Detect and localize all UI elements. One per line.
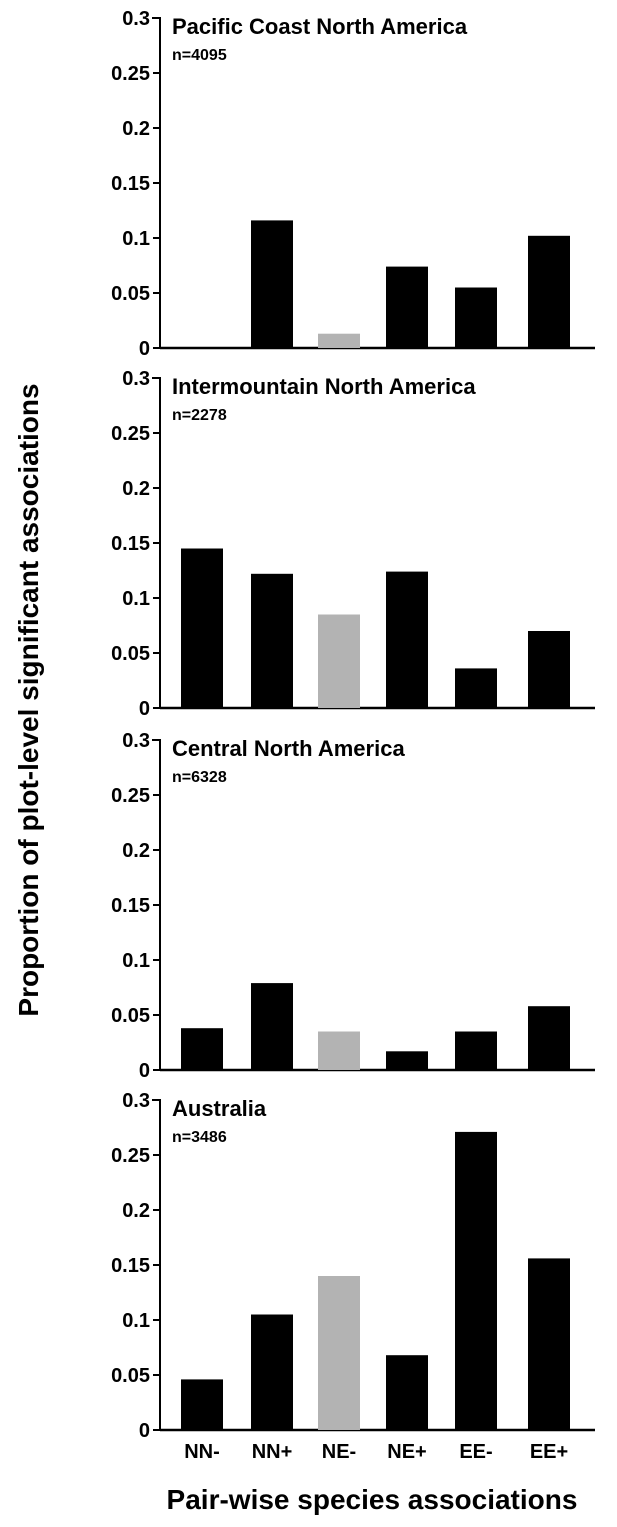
bar-NN- — [181, 1028, 223, 1070]
bar-EE+ — [528, 1258, 570, 1430]
y-tick-label: 0.1 — [122, 950, 150, 972]
panel-title: Australia — [172, 1096, 267, 1121]
x-tick-label: NE+ — [387, 1441, 426, 1463]
bar-NE+ — [386, 571, 428, 708]
bar-NE- — [318, 333, 360, 348]
y-tick-label: 0.1 — [122, 228, 150, 250]
y-tick-label: 0.05 — [111, 643, 150, 665]
bar-NN- — [181, 1379, 223, 1430]
panel-2: 0 0.05 0.1 0.15 0.2 0.25 0.3 Intermountain Nort… — [111, 368, 595, 720]
y-tick-label: 0.05 — [111, 1365, 150, 1387]
panel-3: 0 0.05 0.1 0.15 0.2 0.25 0.3 Central North Amer… — [111, 730, 595, 1082]
panel-4: 0 0.05 0.1 0.15 0.2 0.25 0.3 Australia n=3486 — [111, 1090, 595, 1442]
bar-NN+ — [251, 1314, 293, 1430]
bar-NE+ — [386, 266, 428, 348]
panel-title: Intermountain North America — [172, 374, 476, 399]
x-tick-label: NN+ — [252, 1441, 293, 1463]
y-tick-label: 0.2 — [122, 478, 150, 500]
y-tick-label: 0 — [139, 338, 150, 360]
y-tick-label: 0.05 — [111, 283, 150, 305]
y-tick-label: 0 — [139, 698, 150, 720]
y-tick-label: 0.3 — [122, 368, 150, 390]
bar-NE- — [318, 614, 360, 708]
y-tick-label: 0.1 — [122, 588, 150, 610]
panel-n-label: n=6328 — [172, 769, 227, 786]
y-tick-label: 0.25 — [111, 785, 150, 807]
bar-EE+ — [528, 235, 570, 348]
y-tick-label: 0.15 — [111, 533, 150, 555]
bar-EE- — [455, 1031, 497, 1070]
y-tick-label: 0.15 — [111, 173, 150, 195]
y-tick-label: 0.25 — [111, 423, 150, 445]
y-tick-label: 0.1 — [122, 1310, 150, 1332]
x-tick-label: EE- — [459, 1441, 492, 1463]
panel-title: Pacific Coast North America — [172, 14, 468, 39]
panel-n-label: n=4095 — [172, 47, 227, 64]
y-tick-label: 0.25 — [111, 1145, 150, 1167]
y-tick-label: 0.2 — [122, 840, 150, 862]
bar-NN- — [181, 548, 223, 708]
bar-EE- — [455, 668, 497, 708]
bar-EE+ — [528, 1006, 570, 1070]
y-tick-label: 0.05 — [111, 1005, 150, 1027]
bar-NN+ — [251, 220, 293, 348]
y-tick-label: 0.15 — [111, 895, 150, 917]
y-tick-label: 0.3 — [122, 730, 150, 752]
bar-EE- — [455, 1131, 497, 1430]
panel-n-label: n=3486 — [172, 1129, 227, 1146]
x-tick-label: EE+ — [530, 1441, 568, 1463]
y-tick-label: 0.2 — [122, 118, 150, 140]
panel-n-label: n=2278 — [172, 407, 227, 424]
y-tick-label: 0 — [139, 1420, 150, 1442]
panel-1: 0 0.05 0.1 0.15 0.2 0.25 0.3 Pacific Coast Nort… — [111, 8, 595, 360]
y-tick-label: 0.25 — [111, 63, 150, 85]
panel-title: Central North America — [172, 736, 405, 761]
bar-NN+ — [251, 983, 293, 1070]
bar-EE- — [455, 287, 497, 348]
y-tick-label: 0.2 — [122, 1200, 150, 1222]
x-tick-label: NN- — [184, 1441, 220, 1463]
x-axis-label: Pair-wise species associations — [167, 1484, 578, 1515]
y-tick-label: 0 — [139, 1060, 150, 1082]
y-tick-label: 0.3 — [122, 1090, 150, 1112]
bar-NE- — [318, 1276, 360, 1430]
bar-EE+ — [528, 631, 570, 708]
x-tick-label: NE- — [322, 1441, 356, 1463]
bar-NE- — [318, 1031, 360, 1070]
bar-NN+ — [251, 573, 293, 708]
bar-NE+ — [386, 1355, 428, 1430]
bar-NE+ — [386, 1051, 428, 1070]
y-tick-label: 0.3 — [122, 8, 150, 30]
y-axis-label: Proportion of plot-level significant ass… — [13, 383, 44, 1016]
y-tick-label: 0.15 — [111, 1255, 150, 1277]
